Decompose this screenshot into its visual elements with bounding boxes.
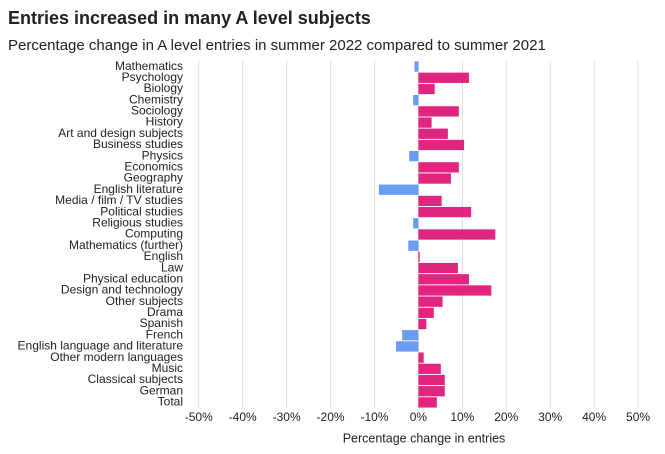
y-tick-label: German [140, 383, 183, 397]
bar [418, 386, 445, 397]
y-tick-label: English literature [94, 182, 184, 196]
y-tick-label: Total [158, 395, 183, 409]
y-tick-label: Physical education [83, 271, 183, 285]
bar [418, 363, 441, 374]
y-tick-label: Drama [147, 305, 183, 319]
y-tick-label: Chemistry [129, 92, 183, 106]
x-tick-label: -40% [229, 410, 257, 424]
bar [418, 397, 437, 408]
y-tick-label: Business studies [93, 137, 183, 151]
bar [418, 274, 469, 285]
y-tick-label: Other modern languages [50, 350, 183, 364]
y-tick-label: Geography [124, 171, 183, 185]
y-tick-label: Other subjects [106, 294, 183, 308]
y-tick-label: Political studies [100, 204, 183, 218]
y-tick-label: Mathematics (further) [69, 238, 183, 252]
x-tick-label: 50% [626, 410, 650, 424]
x-tick-label: -50% [185, 410, 213, 424]
bar [418, 139, 465, 151]
y-tick-label: Art and design subjects [58, 126, 183, 140]
bar [408, 240, 419, 251]
bar [418, 162, 459, 173]
bar [414, 61, 419, 72]
bar [396, 341, 419, 352]
bar [378, 184, 419, 195]
x-tick-label: 10% [450, 410, 474, 424]
y-tick-label: Psychology [122, 70, 183, 84]
y-tick-label: Computing [125, 227, 183, 241]
y-tick-label: English language and literature [18, 339, 184, 353]
bar [418, 262, 458, 274]
bar [418, 229, 496, 240]
bar [409, 150, 419, 162]
y-tick-label: Spanish [140, 316, 183, 330]
y-tick-label: French [146, 327, 183, 341]
bar [418, 307, 434, 319]
bar [418, 83, 435, 95]
x-tick-label: 40% [582, 410, 606, 424]
x-tick-label: -10% [360, 410, 388, 424]
bar [413, 218, 419, 229]
bar [418, 296, 443, 307]
bar [418, 128, 448, 139]
bar [413, 95, 419, 106]
bar [418, 285, 492, 296]
chart-title: Entries increased in many A level subjec… [8, 8, 371, 28]
x-tick-label: 20% [494, 410, 518, 424]
x-tick-label: -20% [317, 410, 345, 424]
bar [418, 106, 459, 117]
bar [402, 330, 419, 341]
bar [418, 374, 445, 386]
bar [418, 352, 424, 363]
y-tick-label: Classical subjects [88, 372, 183, 386]
x-tick-label: 30% [538, 410, 562, 424]
y-tick-label: Physics [142, 148, 183, 162]
y-tick-label: Media / film / TV studies [55, 193, 183, 207]
bar [418, 173, 451, 184]
x-axis-label: Percentage change in entries [343, 431, 506, 445]
y-tick-label: History [146, 115, 183, 129]
x-tick-label: 0% [410, 410, 428, 424]
y-tick-label: Law [161, 260, 183, 274]
chart-subtitle: Percentage change in A level entries in … [8, 37, 546, 54]
x-tick-label: -30% [273, 410, 301, 424]
bar [418, 318, 427, 330]
y-tick-label: Music [152, 361, 183, 375]
bar [418, 72, 469, 83]
y-tick-label: Economics [124, 160, 183, 174]
bar [418, 117, 432, 128]
y-tick-label: Design and technology [61, 283, 183, 297]
y-tick-label: Religious studies [92, 215, 183, 229]
y-tick-label: Sociology [131, 104, 183, 118]
bar [418, 206, 472, 218]
y-tick-label: Mathematics [115, 59, 183, 73]
y-tick-label: English [144, 249, 183, 263]
bar [418, 195, 442, 207]
bar [418, 251, 420, 263]
y-tick-label: Biology [144, 81, 183, 95]
